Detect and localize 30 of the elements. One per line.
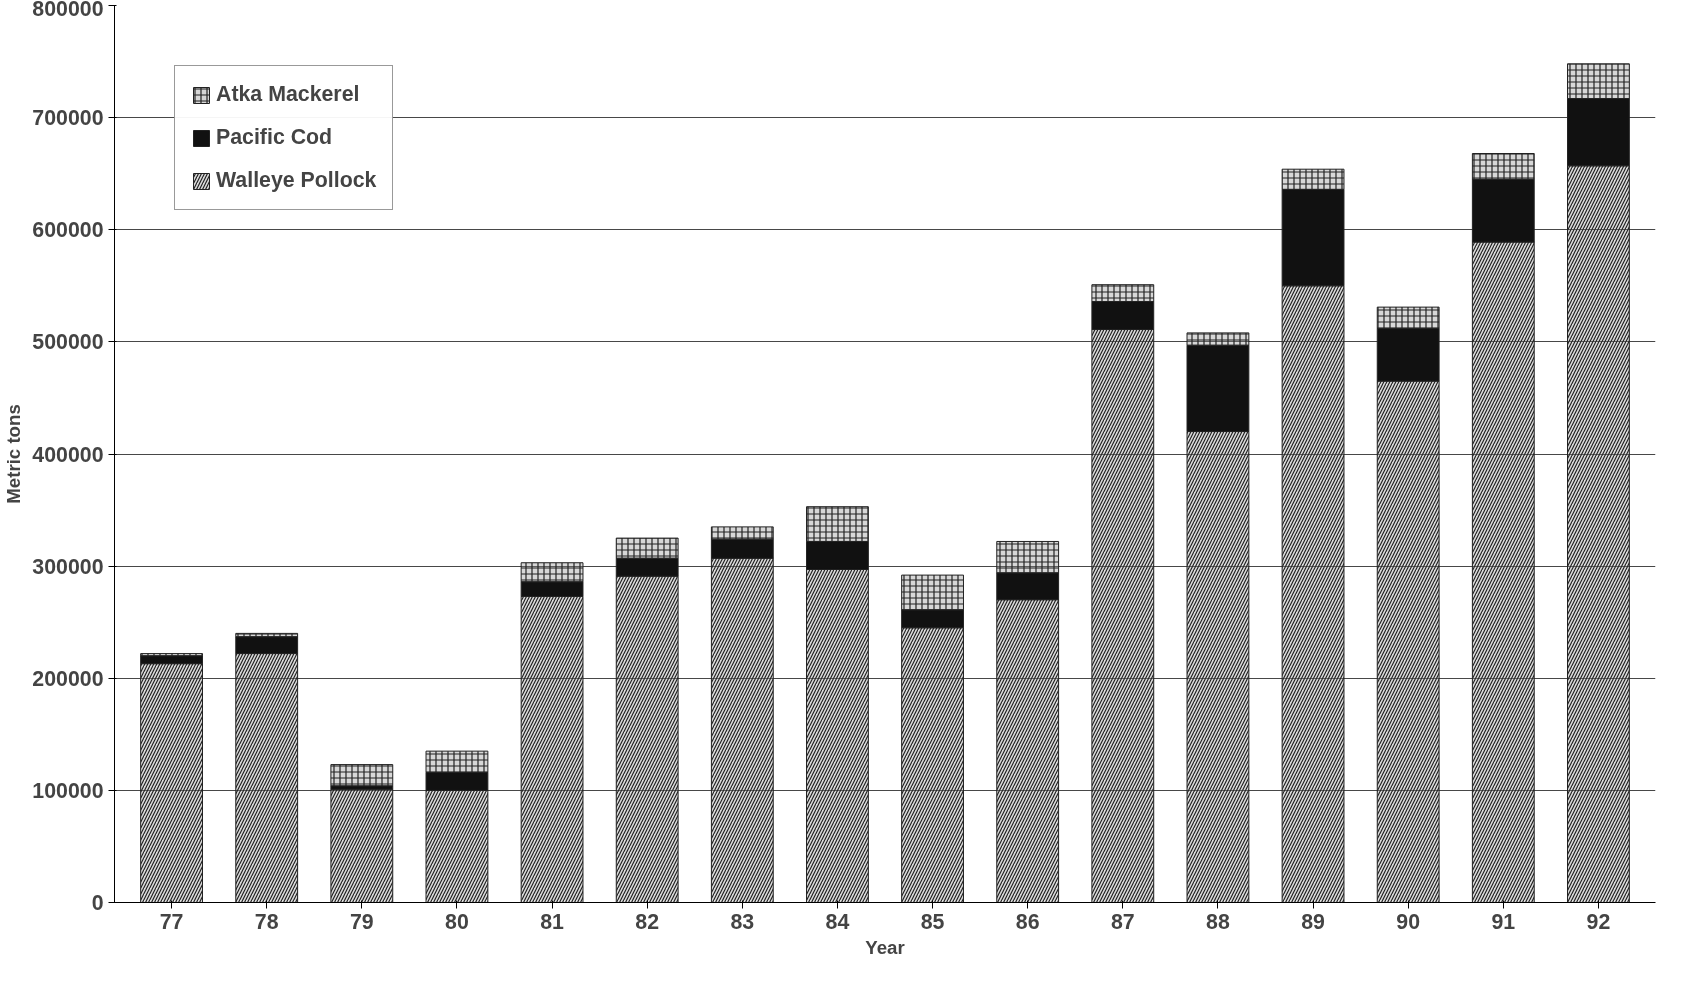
x-tick-label: 80 xyxy=(445,909,469,934)
y-tick-label: 400000 xyxy=(32,442,104,467)
legend-label: Walleye Pollock xyxy=(216,168,377,193)
x-tick-label: 91 xyxy=(1491,909,1516,934)
x-tick-label: 92 xyxy=(1586,909,1611,934)
x-axis-title: Year xyxy=(865,936,905,958)
x-tick-label: 78 xyxy=(254,909,279,934)
x-tick-label: 89 xyxy=(1301,909,1326,934)
y-tick-label: 100000 xyxy=(32,778,104,803)
legend-label: Atka Mackerel xyxy=(216,82,360,107)
x-tick-label: 88 xyxy=(1206,909,1230,934)
x-tick-label: 84 xyxy=(825,909,850,934)
y-tick-label: 700000 xyxy=(32,106,104,131)
x-tick-label: 83 xyxy=(730,909,755,934)
x-tick-label: 79 xyxy=(349,909,374,934)
y-tick-label: 300000 xyxy=(32,554,104,579)
y-tick-label: 200000 xyxy=(32,666,104,691)
y-tick-label: 500000 xyxy=(32,330,104,355)
y-tick-label: 800000 xyxy=(32,0,104,21)
x-tick-label: 82 xyxy=(635,909,660,934)
y-axis-title: Metric tons xyxy=(3,404,25,504)
x-tick-label: 87 xyxy=(1110,909,1135,934)
x-tick-label: 86 xyxy=(1015,909,1040,934)
legend-label: Pacific Cod xyxy=(216,125,333,150)
y-tick-label: 0 xyxy=(91,891,104,915)
x-tick-label: 90 xyxy=(1396,909,1421,934)
x-tick-label: 81 xyxy=(540,909,565,934)
y-tick-label: 600000 xyxy=(32,218,104,243)
x-tick-label: 77 xyxy=(159,909,184,934)
x-tick-label: 85 xyxy=(920,909,945,934)
